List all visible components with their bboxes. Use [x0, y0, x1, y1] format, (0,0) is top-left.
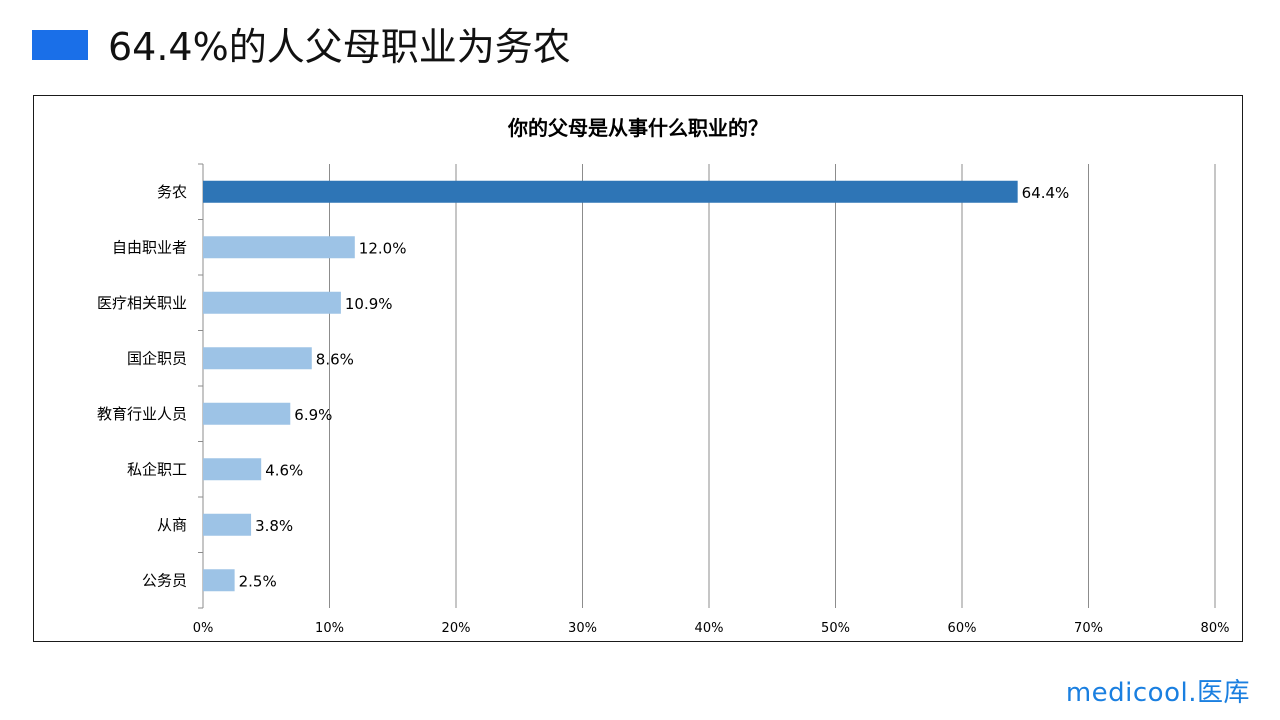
- data-label: 6.9%: [294, 406, 332, 424]
- x-tick-label: 20%: [442, 621, 471, 636]
- data-label: 4.6%: [265, 461, 303, 479]
- bar: [203, 569, 235, 592]
- category-label: 公务员: [142, 571, 187, 589]
- bar: [203, 347, 312, 370]
- bar: [203, 513, 252, 536]
- category-label: 私企职工: [127, 460, 187, 478]
- category-label: 务农: [157, 183, 187, 201]
- bar-chart: 0% 10% 20% 30% 40% 50% 60% 70% 80% 务农 64.4% 自由职业者 12…: [97, 163, 1230, 636]
- x-tick-label: 10%: [315, 621, 344, 636]
- x-tick-label: 70%: [1074, 621, 1103, 636]
- x-tick-label: 40%: [695, 621, 724, 636]
- brand-name-cn: 医库: [1196, 678, 1250, 708]
- chart-frame: 你的父母是从事什么职业的？ 0% 10% 20% 30% 40% 50% 60% 70% 80%…: [33, 95, 1243, 642]
- brand-name: medicool: [1065, 678, 1189, 708]
- x-tick-label: 50%: [821, 621, 850, 636]
- bar: [203, 458, 262, 481]
- x-tick-label: 0%: [193, 621, 214, 636]
- bar: [203, 291, 341, 314]
- title-accent-bar: [32, 30, 88, 60]
- data-label: 10.9%: [345, 295, 393, 313]
- brand-separator: .: [1188, 678, 1197, 708]
- x-tick-label: 80%: [1201, 621, 1230, 636]
- category-label: 国企职员: [127, 349, 187, 367]
- bar: [203, 236, 355, 259]
- brand-logo: medicool.医库: [1066, 672, 1250, 709]
- category-label: 教育行业人员: [97, 405, 187, 423]
- data-label: 64.4%: [1022, 184, 1070, 202]
- slide-title: 64.4%的人父母职业为务农: [108, 25, 571, 69]
- x-tick-label: 60%: [948, 621, 977, 636]
- data-label: 12.0%: [359, 239, 407, 257]
- category-label: 医疗相关职业: [97, 294, 187, 312]
- x-tick-label: 30%: [568, 621, 597, 636]
- bar: [203, 402, 291, 425]
- chart-title: 你的父母是从事什么职业的？: [508, 116, 768, 140]
- data-label: 8.6%: [316, 350, 354, 368]
- category-label: 自由职业者: [112, 238, 187, 256]
- data-label: 2.5%: [239, 572, 277, 590]
- category-label: 从商: [157, 516, 187, 534]
- data-label: 3.8%: [255, 517, 293, 535]
- bar: [203, 180, 1018, 203]
